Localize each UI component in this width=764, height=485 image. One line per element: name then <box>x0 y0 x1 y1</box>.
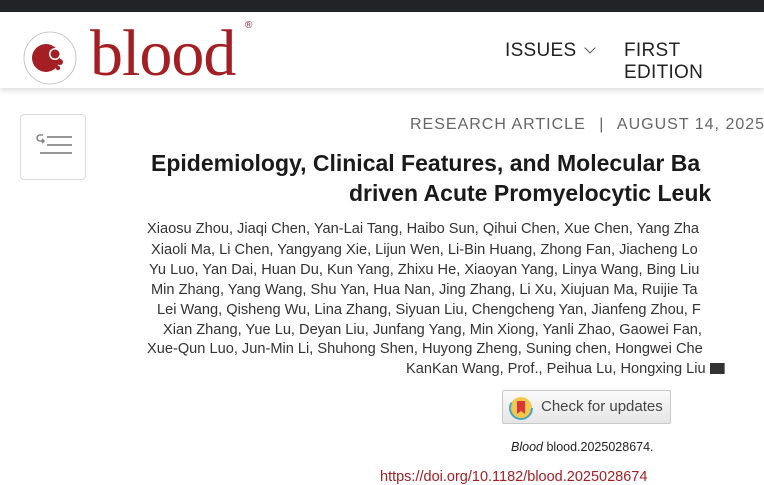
author-line-last: KanKan Wang, Prof., Peihua Lu, Hongxing … <box>406 361 725 377</box>
author-line[interactable]: Yu Luo, Yan Dai, Huan Du, Kun Yang, Zhix… <box>149 262 700 278</box>
meta-separator: | <box>599 116 605 133</box>
author-line[interactable]: Lei Wang, Qisheng Wu, Lina Zhang, Siyuan… <box>157 302 701 318</box>
envelope-icon[interactable] <box>709 363 725 374</box>
citation-journal: Blood <box>511 440 543 454</box>
author-line[interactable]: Xue-Qun Luo, Jun-Min Li, Shuhong Shen, H… <box>147 341 703 357</box>
citation: Blood blood.2025028674. <box>511 440 654 454</box>
registered-mark: ® <box>245 20 253 31</box>
nav-first-edition[interactable]: FIRST EDITION <box>624 40 704 83</box>
article-date: AUGUST 14, 2025 <box>616 116 764 133</box>
nav-issues-label: ISSUES <box>505 40 577 61</box>
author-names[interactable]: KanKan Wang, Prof., Peihua Lu, Hongxing … <box>406 361 706 377</box>
site-header: blood ® ISSUES FIRST EDITION <box>0 12 764 90</box>
author-line[interactable]: Xiaosu Zhou, Jiaqi Chen, Yan-Lai Tang, H… <box>147 221 699 237</box>
nav-issues[interactable]: ISSUES <box>505 40 596 62</box>
table-of-contents-button[interactable] <box>20 114 86 180</box>
chevron-down-icon <box>583 42 596 54</box>
check-for-updates-label: Check for updates <box>541 398 663 415</box>
browser-top-bar <box>0 0 764 12</box>
check-for-updates-button[interactable]: Check for updates <box>502 390 671 424</box>
toc-list-icon <box>36 134 72 154</box>
article-meta: RESEARCH ARTICLE | AUGUST 14, 2025 <box>410 116 764 134</box>
crossmark-icon <box>509 396 533 420</box>
blood-logo[interactable]: blood <box>90 17 236 90</box>
article-title-line-2: driven Acute Promyelocytic Leuk <box>349 180 712 206</box>
doi-link[interactable]: https://doi.org/10.1182/blood.2025028674 <box>380 469 648 485</box>
ash-seal-logo[interactable] <box>22 30 78 86</box>
author-line[interactable]: Xian Zhang, Yue Lu, Deyan Liu, Junfang Y… <box>163 322 702 338</box>
author-line[interactable]: Min Zhang, Yang Wang, Shu Yan, Hua Nan, … <box>151 282 698 298</box>
article-type: RESEARCH ARTICLE <box>410 116 586 133</box>
article-title-line-1: Epidemiology, Clinical Features, and Mol… <box>151 150 701 176</box>
citation-id: blood.2025028674. <box>546 440 654 454</box>
author-line[interactable]: Xiaoli Ma, Li Chen, Yangyang Xie, Lijun … <box>151 242 698 258</box>
